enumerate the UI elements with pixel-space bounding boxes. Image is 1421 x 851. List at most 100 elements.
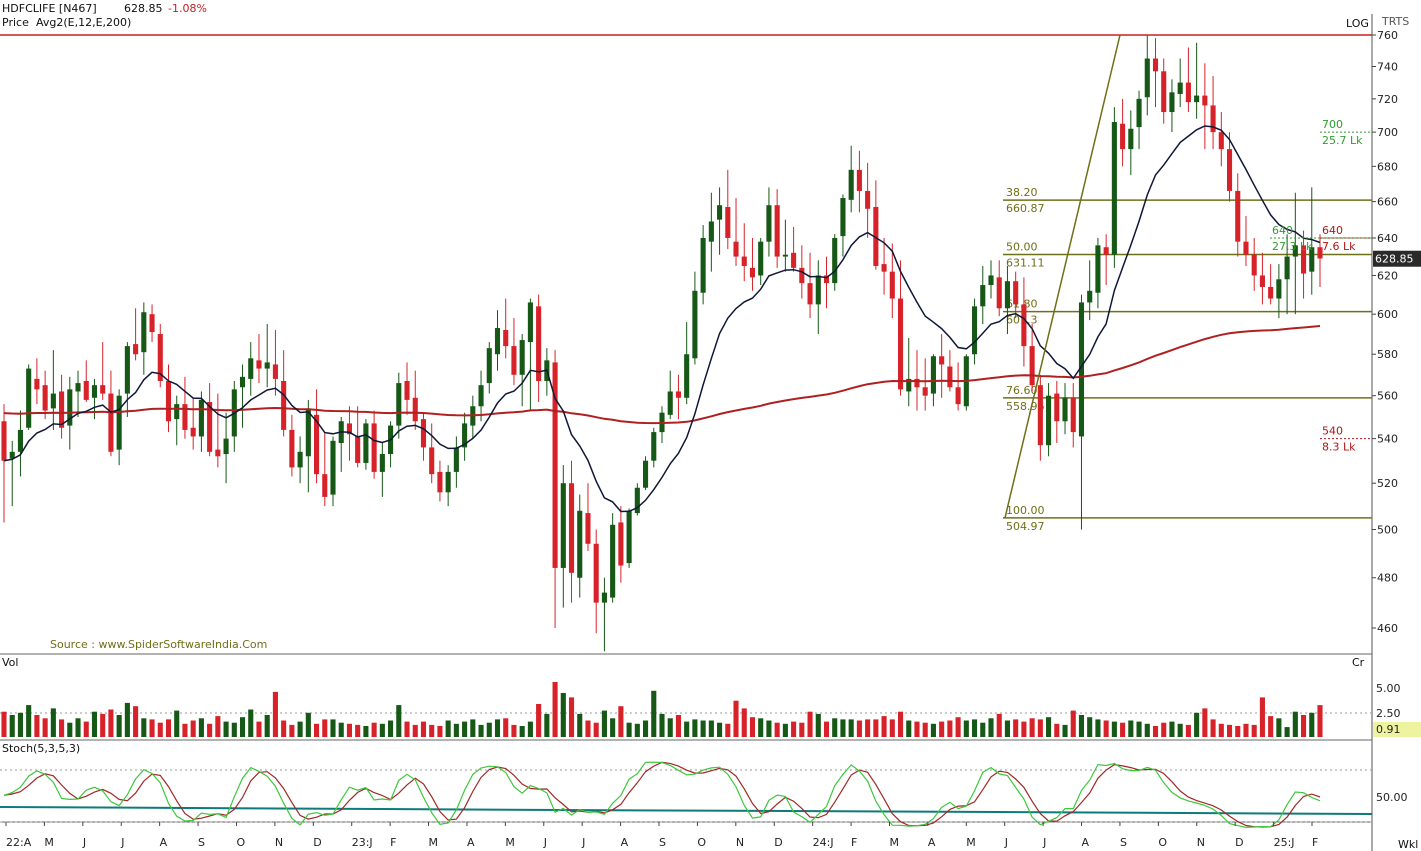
candle-body	[322, 474, 328, 497]
candle-body	[610, 524, 616, 598]
candle-body	[371, 423, 377, 472]
candle-body	[897, 298, 904, 390]
volume-bar	[1120, 722, 1126, 737]
ema200-line	[3, 325, 1321, 425]
price-label: Price	[2, 16, 29, 29]
volume-bar	[873, 719, 879, 737]
volume-bar	[980, 722, 986, 737]
candle-body	[503, 330, 509, 347]
candle-body	[494, 328, 501, 355]
volume-bar	[700, 720, 706, 737]
candle-body	[922, 387, 928, 396]
y-tick-label: 640	[1377, 232, 1398, 245]
candle-body	[190, 427, 196, 437]
volume-bar	[1078, 715, 1085, 737]
volume-bar	[1, 711, 7, 737]
x-tick-label: N	[275, 836, 283, 849]
volume-annotations: 700 25.7 Lk 640 27.3 Lk 640 7.6 Lk 540 8.3 Lk	[1270, 118, 1372, 454]
candle-body	[346, 423, 352, 435]
fib-price: 558.96	[1006, 400, 1045, 413]
volume-bar	[100, 713, 106, 737]
annotation-price: 700	[1322, 118, 1343, 131]
volume-bar	[17, 712, 23, 737]
volume-bar	[437, 726, 443, 737]
volume-bar	[881, 716, 887, 737]
candle-body	[634, 487, 640, 514]
volume-bar	[577, 713, 583, 737]
volume-bar	[725, 723, 731, 737]
volume-bar	[420, 721, 427, 737]
annotation-volume: 27.3 Lk	[1272, 240, 1313, 253]
candle-body	[577, 510, 583, 578]
volume-bar	[774, 722, 780, 737]
candle-body	[511, 346, 517, 375]
candle-body	[1128, 128, 1134, 150]
x-tick-label: A	[928, 836, 936, 849]
candle-body	[865, 190, 871, 209]
volume-bar	[651, 690, 657, 737]
candle-body	[67, 389, 73, 426]
fib-pct: 100.00	[1006, 504, 1045, 517]
volume-bar	[832, 718, 838, 737]
candle-body	[848, 169, 854, 200]
candle-body	[9, 451, 15, 459]
vol-unit: Cr	[1352, 656, 1365, 669]
candle-body	[643, 460, 649, 488]
log-label[interactable]: LOG	[1346, 17, 1369, 30]
volume-bar	[174, 710, 180, 737]
source-label: Source : www.SpiderSoftwareIndia.Com	[50, 638, 267, 651]
candle-body	[996, 277, 1002, 309]
x-tick-label: 24:J	[813, 836, 834, 849]
volume-bar	[1087, 717, 1093, 737]
candle-body	[1284, 256, 1290, 280]
candle-body	[1235, 190, 1241, 242]
volume-bar	[231, 722, 237, 737]
volume-bar	[83, 721, 89, 737]
candle-body	[239, 376, 246, 388]
candle-body	[725, 207, 731, 238]
volume-bar	[1128, 720, 1134, 737]
candle-body	[1029, 346, 1035, 386]
fib-price: 660.87	[1006, 202, 1045, 215]
candle-body	[766, 205, 772, 242]
fib-pct: 38.20	[1006, 186, 1038, 199]
candle-body	[420, 419, 427, 448]
candle-body	[1194, 95, 1200, 103]
candle-body	[823, 275, 830, 284]
candle-body	[314, 414, 320, 475]
candle-body	[42, 385, 48, 411]
x-tick-label: F	[390, 836, 396, 849]
candle-body	[1226, 149, 1233, 191]
fib-price: 631.11	[1006, 256, 1045, 269]
vol-tag-text: 0.91	[1376, 723, 1401, 736]
y-tick-label: 660	[1377, 196, 1398, 209]
volume-bar	[1235, 726, 1241, 737]
volume-bar	[346, 723, 352, 737]
candle-body	[527, 302, 533, 343]
volume-bar	[1202, 708, 1208, 737]
volume-bar	[462, 721, 468, 737]
volume-bar	[856, 720, 862, 737]
stoch-k-line	[3, 761, 1321, 829]
candle-body	[50, 393, 56, 409]
volume-bar	[1194, 712, 1200, 737]
volume-bar	[848, 719, 854, 737]
x-tick-label: J	[581, 836, 585, 849]
x-tick-label: J	[120, 836, 124, 849]
y-tick-label: 620	[1377, 269, 1398, 282]
x-tick-label: S	[1120, 836, 1127, 849]
volume-bar	[1062, 724, 1068, 737]
candle-body	[198, 399, 204, 437]
volume-bar	[840, 719, 846, 737]
candle-body	[692, 290, 698, 359]
volume-bar	[659, 713, 665, 737]
candle-body	[59, 391, 65, 428]
candle-body	[708, 221, 714, 242]
volume-bar	[930, 723, 936, 737]
volume-bar	[207, 723, 213, 737]
x-tick-label: J	[1042, 836, 1046, 849]
volume-bar	[807, 711, 813, 737]
y-tick-label: 680	[1377, 160, 1398, 173]
stoch-d-line	[3, 761, 1321, 828]
candle-body	[930, 356, 936, 394]
